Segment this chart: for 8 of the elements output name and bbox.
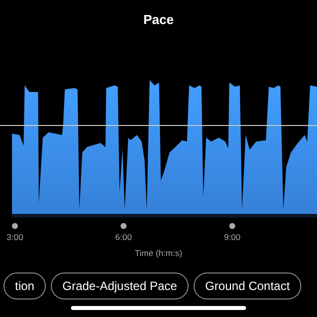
x-tick-label: 6:00: [115, 232, 132, 242]
text: tion: [15, 279, 34, 293]
x-axis-title: Time (h:m:s): [134, 248, 182, 258]
text: Grade-Adjusted Pace: [62, 279, 178, 293]
x-tick-label: 3:00: [6, 232, 24, 242]
x-tick-label: 9:00: [224, 232, 241, 242]
text: Ground Contact: [205, 279, 290, 293]
chart-title: Pace: [143, 12, 174, 27]
